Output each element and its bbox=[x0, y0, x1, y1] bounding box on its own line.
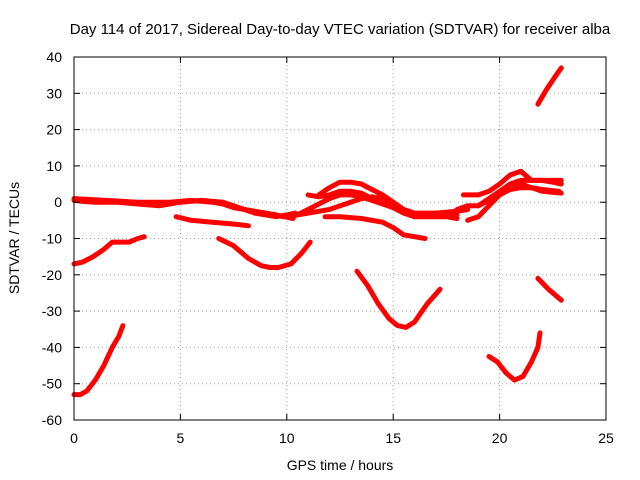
series-track-18 bbox=[535, 275, 564, 303]
chart-title: Day 114 of 2017, Sidereal Day-to-day VTE… bbox=[70, 21, 611, 38]
y-tick-label: 40 bbox=[46, 49, 62, 65]
y-tick-label: -40 bbox=[42, 339, 62, 355]
x-tick-label: 5 bbox=[177, 430, 185, 446]
series-track-1 bbox=[71, 323, 126, 398]
series-track-10 bbox=[316, 179, 460, 218]
series-track-12 bbox=[354, 268, 443, 330]
ticks: 0 5 10 15 20 25 -60 -50 -40 -30 -20 -10 0 10 20 30 40 bbox=[42, 49, 614, 446]
x-tick-label: 15 bbox=[385, 430, 401, 446]
x-tick-label: 25 bbox=[598, 430, 614, 446]
series-track-5 bbox=[173, 214, 251, 229]
series-track-6 bbox=[216, 236, 313, 270]
x-tick-label: 0 bbox=[70, 430, 78, 446]
y-tick-label: 0 bbox=[54, 194, 62, 210]
y-tick-label: 30 bbox=[46, 85, 62, 101]
series-track-11 bbox=[322, 214, 428, 241]
y-tick-label: -20 bbox=[42, 267, 62, 283]
x-axis-label: GPS time / hours bbox=[287, 457, 394, 473]
grid bbox=[74, 57, 606, 420]
series-track-19 bbox=[535, 65, 564, 107]
y-tick-label: -30 bbox=[42, 303, 62, 319]
series-track-17 bbox=[486, 330, 543, 383]
series-track-8 bbox=[284, 194, 460, 221]
y-axis-label: SDTVAR / TECUs bbox=[6, 182, 22, 294]
series-track-4 bbox=[71, 196, 296, 221]
y-tick-label: -10 bbox=[42, 231, 62, 247]
y-tick-label: -60 bbox=[42, 412, 62, 428]
x-tick-label: 10 bbox=[279, 430, 295, 446]
y-tick-label: 10 bbox=[46, 158, 62, 174]
y-tick-label: 20 bbox=[46, 122, 62, 138]
y-tick-label: -50 bbox=[42, 376, 62, 392]
series-track-2 bbox=[71, 234, 147, 267]
x-tick-label: 20 bbox=[492, 430, 508, 446]
series-layer bbox=[71, 65, 564, 398]
series-track-16 bbox=[475, 181, 564, 209]
